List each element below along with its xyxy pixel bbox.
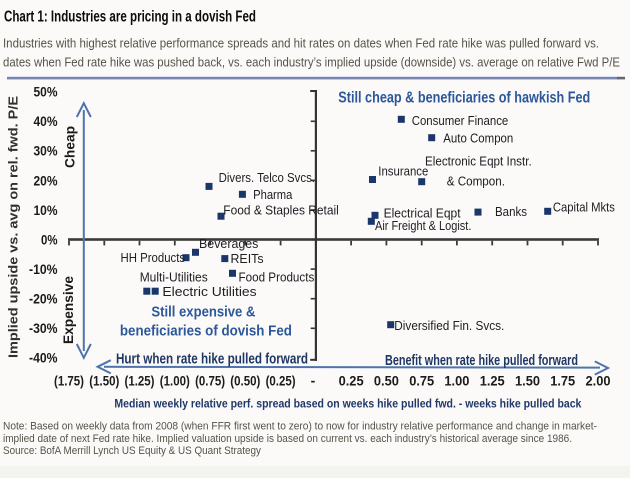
svg-text:Consumer Finance: Consumer Finance: [412, 113, 509, 128]
svg-text:Food Products: Food Products: [239, 270, 315, 285]
svg-text:Air Freight & Logist.: Air Freight & Logist.: [375, 218, 471, 233]
svg-text:Multi-Utilities: Multi-Utilities: [140, 270, 208, 285]
svg-text:(1.50): (1.50): [89, 373, 119, 389]
svg-text:Still cheap & beneficiaries of: Still cheap & beneficiaries of hawkish F…: [338, 90, 590, 107]
svg-text:20%: 20%: [34, 172, 58, 188]
svg-text:dates when Fed rate hike was p: dates when Fed rate hike was pushed back…: [3, 55, 620, 70]
svg-text:50%: 50%: [34, 84, 58, 100]
svg-text:Divers. Telco Svcs.: Divers. Telco Svcs.: [219, 170, 315, 185]
svg-text:-: -: [311, 373, 316, 389]
svg-text:Capital Mkts: Capital Mkts: [553, 200, 615, 215]
svg-text:(1.25): (1.25): [125, 373, 155, 389]
svg-text:HH Products: HH Products: [121, 250, 186, 265]
svg-text:Auto Compon: Auto Compon: [443, 130, 513, 145]
svg-text:30%: 30%: [34, 143, 58, 159]
svg-text:Chart 1: Industries are pricin: Chart 1: Industries are pricing in a dov…: [4, 9, 256, 26]
svg-text:1.75: 1.75: [550, 373, 575, 389]
svg-text:10%: 10%: [34, 202, 58, 218]
svg-text:Diversified Fin. Svcs.: Diversified Fin. Svcs.: [394, 318, 504, 333]
svg-text:-10%: -10%: [29, 261, 58, 277]
svg-text:40%: 40%: [34, 113, 58, 129]
svg-text:-30%: -30%: [29, 320, 58, 336]
svg-text:0.25: 0.25: [339, 373, 364, 389]
svg-text:beneficiaries of dovish Fed: beneficiaries of dovish Fed: [120, 323, 292, 340]
svg-text:Industries with highest relati: Industries with highest relative perform…: [3, 36, 599, 51]
svg-text:1.25: 1.25: [480, 373, 505, 389]
svg-text:Pharma: Pharma: [253, 187, 293, 202]
svg-text:(0.75): (0.75): [195, 373, 225, 389]
svg-text:Insurance: Insurance: [378, 164, 428, 179]
svg-text:0%: 0%: [41, 231, 58, 247]
svg-text:(0.25): (0.25): [266, 373, 296, 389]
svg-text:Hurt when rate hike pulled for: Hurt when rate hike pulled forward: [116, 352, 308, 368]
svg-text:2.00: 2.00: [586, 373, 611, 389]
svg-text:Beverages: Beverages: [199, 236, 259, 251]
svg-text:Implied upside vs. avg on rel.: Implied upside vs. avg on rel. fwd. P/E: [7, 96, 21, 358]
svg-text:Cheap: Cheap: [63, 126, 78, 168]
svg-text:Electric Utilities: Electric Utilities: [162, 284, 257, 299]
svg-text:& Compon.: & Compon.: [447, 174, 505, 189]
svg-text:(0.50): (0.50): [230, 373, 260, 389]
svg-text:0.50: 0.50: [374, 373, 399, 389]
svg-text:(1.75): (1.75): [54, 373, 84, 389]
svg-text:Median weekly relative perf. s: Median weekly relative perf. spread base…: [114, 396, 581, 410]
svg-text:-40%: -40%: [29, 350, 58, 366]
svg-text:Electrical Eqpt: Electrical Eqpt: [384, 205, 461, 220]
svg-text:0.75: 0.75: [409, 373, 434, 389]
svg-text:Expensive: Expensive: [61, 276, 76, 344]
svg-text:Still expensive &: Still expensive &: [151, 304, 255, 321]
svg-text:implied date of next Fed rate: implied date of next Fed rate hike. Impl…: [3, 433, 572, 445]
svg-text:Note: Based on weekly data fro: Note: Based on weekly data from 2008 (wh…: [3, 421, 597, 433]
svg-text:-20%: -20%: [29, 291, 58, 307]
svg-text:Source: BofA Merrill Lynch US: Source: BofA Merrill Lynch US Equity & U…: [3, 445, 261, 457]
svg-text:(1.00): (1.00): [160, 373, 190, 389]
svg-text:Benefit when rate hike pulled: Benefit when rate hike pulled forward: [385, 353, 578, 369]
svg-text:1.00: 1.00: [444, 373, 469, 389]
svg-text:Banks: Banks: [495, 204, 527, 219]
svg-text:Electronic Eqpt Instr.: Electronic Eqpt Instr.: [425, 153, 532, 168]
svg-text:REITs: REITs: [231, 251, 264, 266]
svg-text:1.50: 1.50: [515, 373, 540, 389]
svg-text:Food & Staples Retail: Food & Staples Retail: [223, 202, 339, 217]
